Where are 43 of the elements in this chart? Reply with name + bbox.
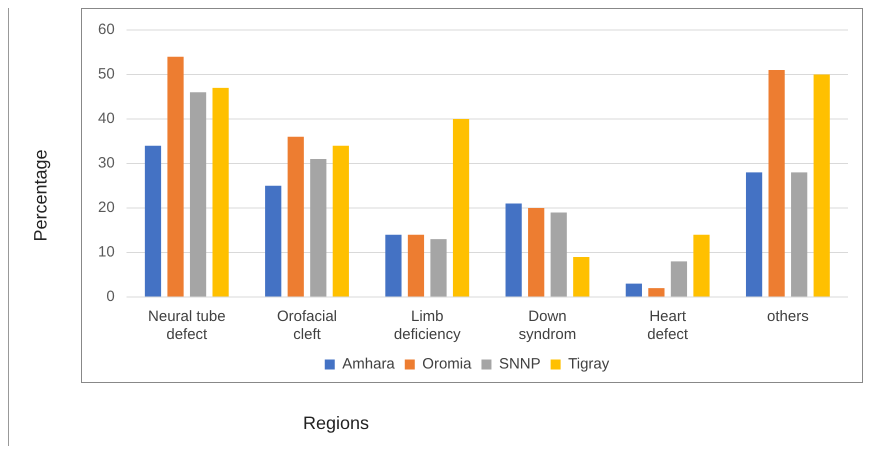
x-axis-title: Regions (302, 413, 370, 434)
x-tick-label: Neural tube defect (148, 308, 226, 344)
bar (670, 261, 688, 296)
y-tick-label: 30 (98, 154, 115, 172)
bar (626, 284, 642, 296)
bar (648, 288, 665, 296)
legend-label: Tigray (568, 356, 610, 373)
bar (528, 208, 544, 296)
bar (190, 92, 206, 296)
bar (288, 136, 304, 296)
bar (265, 186, 282, 296)
bar (408, 234, 424, 296)
legend-label: SNNP (498, 356, 541, 373)
bar (768, 70, 785, 296)
bar (430, 239, 447, 296)
bar (746, 172, 762, 296)
bar (212, 88, 229, 296)
bar (452, 119, 470, 296)
y-tick-label: 10 (98, 244, 115, 261)
bar (550, 212, 567, 296)
y-tick-label: 50 (98, 66, 115, 83)
y-tick-label: 40 (98, 110, 115, 128)
bar (167, 56, 184, 296)
bar (693, 234, 710, 296)
y-axis-title: Percentage (30, 149, 52, 242)
bar (144, 146, 162, 296)
x-tick-label: Down syndrom (518, 308, 576, 344)
x-tick-label: Heart defect (647, 308, 689, 344)
bar (310, 159, 326, 296)
x-tick-label: Limb deficiency (394, 308, 462, 344)
bar (332, 146, 349, 296)
x-tick-label: Orofacial cleft (277, 308, 338, 344)
x-tick-label: others (767, 308, 809, 326)
bar (385, 234, 402, 296)
y-tick-label: 20 (98, 199, 115, 216)
bar (506, 204, 522, 296)
bar (573, 256, 590, 296)
legend-label: Oromia (422, 356, 472, 373)
y-tick-label: 0 (106, 288, 115, 306)
legend-label: Amhara (342, 356, 396, 373)
y-tick-label: 60 (98, 21, 115, 38)
bar (814, 74, 830, 296)
bar (791, 172, 808, 296)
